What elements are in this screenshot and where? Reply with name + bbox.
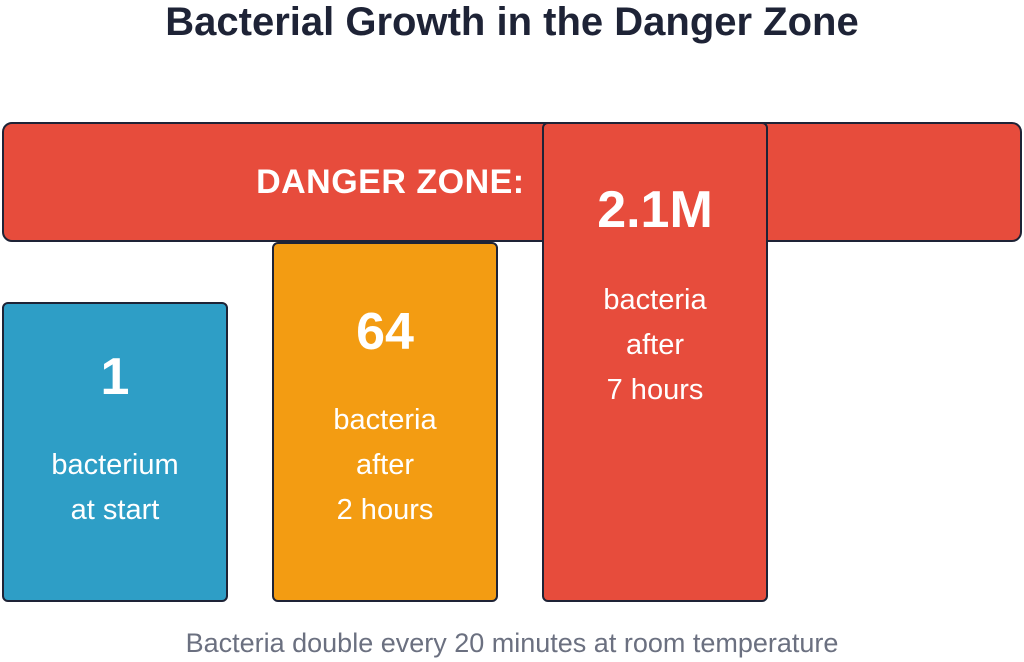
bar-7-hours-label-line-1: bacteria bbox=[603, 284, 707, 316]
bar-start: 1 bacterium at start bbox=[2, 302, 228, 602]
bar-start-label-line-1: bacterium bbox=[51, 449, 179, 481]
bar-2-hours: 64 bacteria after 2 hours bbox=[272, 242, 498, 602]
bar-2-hours-label-line-2: after bbox=[355, 449, 415, 481]
danger-zone-label: DANGER ZONE:F bbox=[4, 162, 1020, 202]
danger-zone-banner: DANGER ZONE:F bbox=[2, 122, 1022, 242]
bar-7-hours-value: 2.1M bbox=[597, 181, 713, 239]
bar-7-hours-label-line-2: after bbox=[625, 329, 685, 361]
bar-7-hours-label-line-3: 7 hours bbox=[606, 374, 704, 406]
bar-start-value: 1 bbox=[100, 348, 130, 406]
bar-start-label: bacterium at start bbox=[4, 443, 226, 533]
bar-7-hours: 2.1M bacteria after 7 hours bbox=[542, 122, 768, 602]
bar-2-hours-label-line-1: bacteria bbox=[333, 404, 437, 436]
bar-start-label-line-2: at start bbox=[70, 494, 160, 526]
bar-2-hours-value: 64 bbox=[356, 303, 414, 361]
bar-2-hours-label-line-3: 2 hours bbox=[336, 494, 434, 526]
bar-7-hours-label: bacteria after 7 hours bbox=[544, 278, 766, 413]
bar-2-hours-label: bacteria after 2 hours bbox=[274, 398, 496, 533]
diagram-title: Bacterial Growth in the Danger Zone bbox=[165, 0, 859, 44]
diagram-caption: Bacteria double every 20 minutes at room… bbox=[185, 628, 839, 658]
danger-zone-label-text: DANGER ZONE: bbox=[256, 163, 525, 201]
